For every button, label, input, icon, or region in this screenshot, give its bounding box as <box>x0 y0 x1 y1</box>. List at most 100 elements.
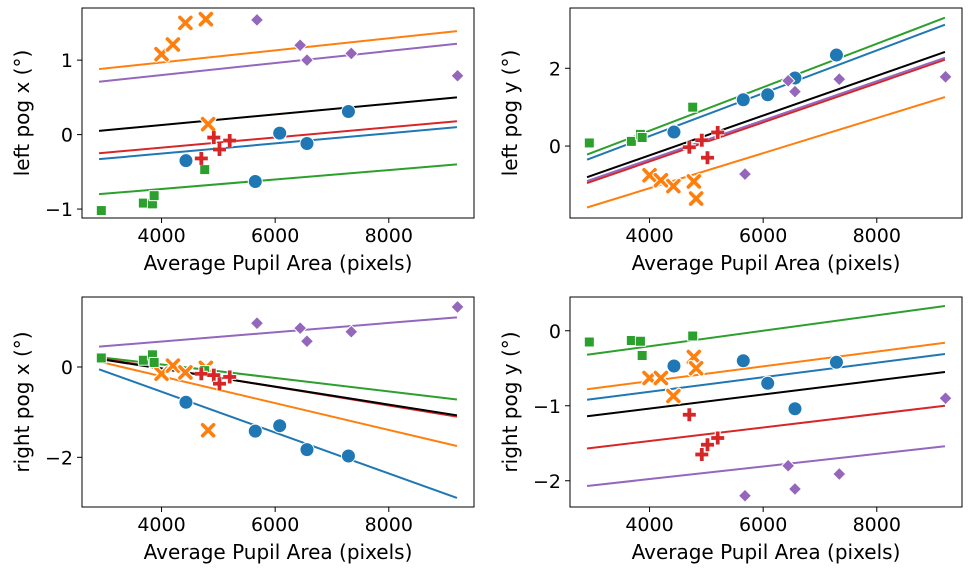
fit-line-black <box>586 51 946 179</box>
fit-line-green <box>586 16 946 156</box>
data-point-blue-1 <box>247 423 263 439</box>
x-tick-label: 4000 <box>625 225 673 247</box>
data-point-red-3 <box>223 370 237 384</box>
x-tick-label: 4000 <box>137 514 185 536</box>
data-point-orange-0 <box>641 166 659 184</box>
fit-lines <box>586 305 946 487</box>
data-point-orange-3 <box>685 172 703 190</box>
fit-line-red <box>586 404 946 450</box>
data-point-red-3 <box>223 134 237 148</box>
data-point-green-4 <box>199 164 211 176</box>
data-point-red-2 <box>700 438 714 452</box>
data-point-orange-2 <box>664 387 682 405</box>
fit-line-purple <box>98 316 458 348</box>
data-point-orange-2-stroke-b <box>178 15 193 31</box>
y-tick-label: −2 <box>45 447 73 469</box>
y-tick-label: 0 <box>61 125 73 147</box>
data-point-orange-0-stroke-b <box>642 167 657 183</box>
data-point-orange-1-stroke-b <box>165 358 181 373</box>
data-points <box>95 299 465 464</box>
plot-frame <box>81 296 475 508</box>
data-point-green-3 <box>636 132 648 143</box>
fit-line-green <box>586 305 946 356</box>
data-points <box>583 47 953 208</box>
data-point-orange-4-stroke-b <box>688 360 704 376</box>
data-point-orange-3-stroke-b <box>686 174 702 189</box>
data-point-orange-1-stroke-b <box>653 370 669 386</box>
data-point-green-4 <box>687 330 699 342</box>
data-point-green-4 <box>687 101 699 113</box>
data-point-red-0 <box>682 408 696 422</box>
fit-line-purple <box>586 56 946 183</box>
data-point-purple-4 <box>450 299 465 315</box>
data-point-green-1 <box>137 197 149 209</box>
x-tick-label: 6000 <box>739 514 787 536</box>
data-point-orange-1 <box>164 35 182 53</box>
data-point-purple-1 <box>780 458 796 473</box>
data-point-orange-1 <box>652 171 670 189</box>
x-tick-label: 8000 <box>853 225 901 247</box>
fit-line-orange <box>98 30 458 71</box>
data-point-blue-1 <box>735 92 751 108</box>
data-point-green-0 <box>583 137 595 149</box>
data-point-orange-2-stroke-b <box>666 388 681 404</box>
data-point-purple-1 <box>292 320 308 336</box>
data-point-blue-4 <box>828 354 844 370</box>
x-tick-label: 8000 <box>853 514 901 536</box>
y-tick-label: −2 <box>533 471 561 493</box>
data-point-orange-1 <box>652 369 670 387</box>
data-point-blue-0 <box>666 124 682 140</box>
x-axis-label: Average Pupil Area (pixels) <box>144 540 413 564</box>
data-point-green-0 <box>583 336 595 348</box>
data-point-purple-0 <box>249 12 265 28</box>
y-tick-label: 0 <box>549 136 561 158</box>
x-tick-label: 6000 <box>251 514 299 536</box>
data-point-red-2 <box>212 142 226 156</box>
data-point-blue-1 <box>247 174 263 190</box>
y-axis-label: right pog x (°) <box>10 331 34 472</box>
data-point-blue-2 <box>272 418 288 434</box>
data-point-green-3 <box>148 190 160 202</box>
data-point-blue-4 <box>340 448 356 464</box>
data-point-blue-1 <box>735 353 751 369</box>
data-point-red-2 <box>700 151 714 165</box>
data-point-blue-0 <box>178 394 194 410</box>
data-point-orange-4 <box>199 115 217 133</box>
x-tick-label: 6000 <box>251 225 299 247</box>
fit-lines <box>586 16 946 209</box>
data-point-purple-2 <box>787 481 803 497</box>
panel-left-pog-x: 4000 6000 8000 −1 0 1 Average Pupil Area (pixe… <box>10 7 475 275</box>
x-tick-label: 8000 <box>365 514 413 536</box>
data-point-blue-4 <box>340 104 356 120</box>
data-point-green-3 <box>636 350 648 361</box>
data-point-blue-0 <box>178 153 194 169</box>
data-point-blue-3 <box>299 136 315 152</box>
data-point-orange-2-stroke-b <box>666 178 681 194</box>
data-point-purple-2 <box>787 84 803 99</box>
data-point-purple-3 <box>832 71 847 87</box>
fit-line-blue <box>98 368 458 499</box>
fit-line-purple <box>586 445 946 487</box>
data-point-red-1 <box>695 448 709 461</box>
data-point-green-0 <box>95 205 107 217</box>
fit-line-orange <box>586 96 946 209</box>
data-point-green-1 <box>625 135 637 147</box>
data-point-purple-4 <box>938 391 953 406</box>
data-point-orange-4 <box>687 359 705 377</box>
fit-lines <box>98 316 458 499</box>
y-axis-label: left pog y (°) <box>498 50 522 177</box>
panel-left-pog-y: 4000 6000 8000 0 2 Average Pupil Area (pixels… <box>498 7 963 275</box>
data-point-red-2 <box>212 377 226 391</box>
data-point-purple-2 <box>299 52 315 68</box>
y-tick-label: −1 <box>45 199 73 221</box>
data-point-orange-2 <box>664 177 682 195</box>
data-point-purple-4 <box>450 68 465 83</box>
data-point-orange-4-stroke-b <box>200 422 216 438</box>
data-point-red-3 <box>711 431 725 445</box>
fit-line-green <box>98 163 458 196</box>
data-point-purple-3 <box>344 46 359 61</box>
data-point-orange-4-stroke-b <box>688 191 704 206</box>
data-point-orange-4 <box>199 421 217 439</box>
x-tick-label: 4000 <box>137 225 185 247</box>
